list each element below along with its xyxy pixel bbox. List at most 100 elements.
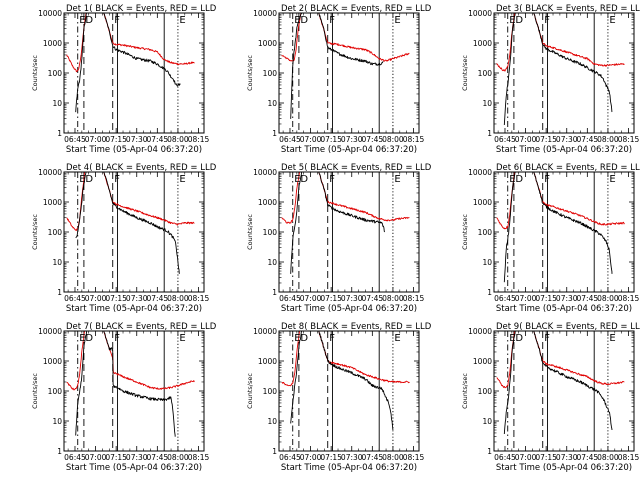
y-tick-label: 10000 xyxy=(38,168,62,177)
x-axis-title: Start Time (05-Apr-04 06:37:20) xyxy=(496,304,632,314)
y-tick-label: 1 xyxy=(57,288,62,297)
y-tick-label: 10 xyxy=(52,417,62,426)
x-tick-label: 07:45 xyxy=(362,294,384,303)
panel-data xyxy=(281,172,410,292)
event-marker-label: E xyxy=(394,15,400,26)
y-tick-label: 100 xyxy=(478,69,493,78)
series-line-lld xyxy=(496,172,625,230)
x-tick-label: 06:45 xyxy=(64,294,86,303)
panel-data xyxy=(66,331,195,451)
series-line-lld xyxy=(281,331,410,387)
event-marker-label: F xyxy=(544,174,550,185)
x-axis-title: Start Time (05-Apr-04 06:37:20) xyxy=(66,145,202,155)
event-marker-label: F xyxy=(114,174,120,185)
panel-data xyxy=(496,172,625,292)
x-tick-label: 07:00 xyxy=(85,294,107,303)
event-marker-label: E xyxy=(79,174,85,185)
y-tick-label: 1000 xyxy=(43,357,62,366)
x-tick-label: 07:00 xyxy=(515,135,537,144)
panel-title: Det 8( BLACK = Events, RED = LLD xyxy=(281,322,432,332)
x-tick-label: 08:15 xyxy=(188,294,210,303)
x-tick-label: 08:00 xyxy=(597,294,619,303)
y-tick-label: 1 xyxy=(272,129,277,138)
y-tick-label: 1 xyxy=(57,129,62,138)
y-tick-label: 10000 xyxy=(253,168,277,177)
panel-det-6: Det 6( BLACK = Events, RED = LLD Counts/s… xyxy=(461,163,640,314)
x-tick-label: 07:45 xyxy=(362,453,384,462)
x-tick-label: 06:45 xyxy=(279,453,301,462)
y-tick-label: 1000 xyxy=(43,198,62,207)
panel-frame xyxy=(493,171,635,293)
y-tick-label: 10 xyxy=(482,417,492,426)
x-tick-label: 07:00 xyxy=(515,453,537,462)
y-tick-label: 100 xyxy=(263,228,278,237)
y-tick-label: 1000 xyxy=(473,198,492,207)
x-tick-label: 08:15 xyxy=(618,294,640,303)
panel-data xyxy=(496,331,625,451)
x-tick-label: 08:00 xyxy=(167,453,189,462)
x-tick-label: 07:15 xyxy=(105,294,127,303)
x-tick-label: 07:45 xyxy=(147,453,169,462)
x-axis-title: Start Time (05-Apr-04 06:37:20) xyxy=(496,463,632,473)
panel-title: Det 9( BLACK = Events, RED = LLD xyxy=(496,322,640,332)
x-tick-label: 07:15 xyxy=(535,135,557,144)
x-tick-label: 08:00 xyxy=(167,135,189,144)
y-tick-label: 10 xyxy=(482,258,492,267)
panel-det-5: Det 5( BLACK = Events, RED = LLD Counts/s… xyxy=(246,163,432,314)
panel-title: Det 5( BLACK = Events, RED = LLD xyxy=(281,163,432,173)
panel-frame xyxy=(63,171,205,293)
panel-det-9: Det 9( BLACK = Events, RED = LLD Counts/s… xyxy=(461,322,640,473)
panel-title: Det 6( BLACK = Events, RED = LLD xyxy=(496,163,640,173)
event-marker-label: D xyxy=(85,333,93,344)
x-tick-label: 07:00 xyxy=(85,453,107,462)
x-tick-label: 07:00 xyxy=(300,294,322,303)
series-line-events xyxy=(75,13,181,113)
event-marker-label: E xyxy=(294,333,300,344)
event-marker-label: F xyxy=(544,333,550,344)
y-tick-label: 100 xyxy=(48,69,63,78)
x-tick-label: 07:15 xyxy=(535,453,557,462)
x-tick-label: 07:30 xyxy=(341,135,363,144)
event-marker-label: E xyxy=(509,333,515,344)
y-tick-label: 100 xyxy=(478,387,493,396)
panel-data xyxy=(66,13,195,133)
y-tick-label: 10 xyxy=(267,417,277,426)
panel-det-4: Det 4( BLACK = Events, RED = LLD Counts/s… xyxy=(31,163,217,314)
event-marker-label: F xyxy=(329,174,335,185)
series-line-lld xyxy=(496,13,625,72)
x-tick-label: 06:45 xyxy=(494,453,516,462)
y-tick-label: 10000 xyxy=(253,9,277,18)
event-marker-label: E xyxy=(509,15,515,26)
event-marker-label: D xyxy=(85,15,93,26)
event-marker-label: D xyxy=(300,333,308,344)
x-tick-label: 07:30 xyxy=(126,453,148,462)
y-axis-label: Counts/sec xyxy=(461,373,469,409)
event-marker-label: F xyxy=(329,15,335,26)
event-marker-label: D xyxy=(515,15,523,26)
x-axis-title: Start Time (05-Apr-04 06:37:20) xyxy=(66,304,202,314)
x-axis-title: Start Time (05-Apr-04 06:37:20) xyxy=(66,463,202,473)
x-tick-label: 07:15 xyxy=(320,135,342,144)
panel-frame xyxy=(63,330,205,452)
series-line-events xyxy=(503,331,613,435)
x-tick-label: 07:00 xyxy=(85,135,107,144)
event-marker-label: D xyxy=(300,15,308,26)
x-tick-label: 07:00 xyxy=(300,135,322,144)
y-tick-label: 100 xyxy=(48,387,63,396)
x-tick-label: 08:00 xyxy=(167,294,189,303)
panel-title: Det 2( BLACK = Events, RED = LLD xyxy=(281,4,432,14)
x-tick-label: 07:15 xyxy=(320,294,342,303)
y-tick-label: 10000 xyxy=(468,327,492,336)
x-tick-label: 07:45 xyxy=(147,294,169,303)
x-tick-label: 08:00 xyxy=(597,453,619,462)
x-tick-label: 07:00 xyxy=(515,294,537,303)
y-axis-label: Counts/sec xyxy=(461,55,469,91)
panel-det-2: Det 2( BLACK = Events, RED = LLD Counts/s… xyxy=(246,4,432,155)
x-tick-label: 08:00 xyxy=(382,453,404,462)
series-line-events xyxy=(503,172,613,283)
x-tick-label: 07:30 xyxy=(341,294,363,303)
x-tick-label: 07:15 xyxy=(105,135,127,144)
y-tick-label: 10 xyxy=(52,258,62,267)
event-marker-label: F xyxy=(544,15,550,26)
